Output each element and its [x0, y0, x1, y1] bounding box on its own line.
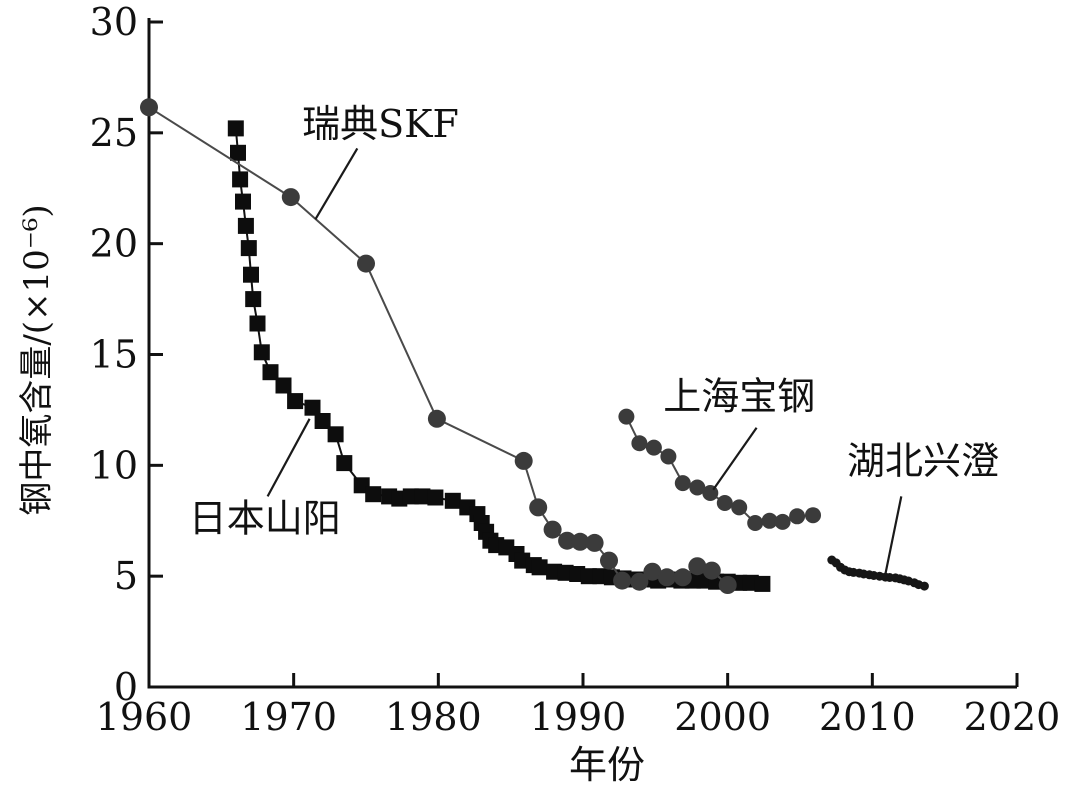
marker-square — [275, 377, 292, 394]
marker-circle — [543, 520, 562, 539]
marker-circle — [281, 188, 300, 207]
x-tick-label: 1980 — [385, 695, 482, 739]
marker-square — [414, 488, 431, 505]
marker-circle — [643, 562, 662, 581]
marker-circle — [558, 531, 577, 550]
x-tick-label: 1960 — [96, 695, 193, 739]
marker-circle — [919, 581, 929, 591]
marker-circle — [631, 435, 648, 452]
marker-circle — [571, 532, 590, 551]
y-tick-label: 25 — [90, 111, 138, 155]
marker-circle — [600, 551, 618, 570]
marker-square — [227, 120, 244, 137]
marker-square — [336, 455, 353, 472]
marker-square — [243, 266, 259, 283]
marker-circle — [718, 576, 737, 594]
marker-circle — [716, 495, 733, 511]
annotation-label-sweden-skf: 瑞典SKF — [302, 102, 459, 146]
annotation-sweden-skf: 瑞典SKF — [302, 102, 459, 220]
leader-line-japan-sanyo — [266, 418, 311, 497]
annotation-label-shanghai-baosteel: 上海宝钢 — [663, 375, 815, 419]
marker-circle — [613, 571, 632, 590]
x-tick-label: 2020 — [964, 695, 1061, 739]
marker-circle — [702, 561, 721, 580]
annotation-label-japan-sanyo: 日本山阳 — [189, 497, 341, 541]
marker-square — [314, 413, 331, 429]
marker-square — [253, 344, 270, 361]
axes-frame — [147, 18, 1017, 689]
marker-circle — [674, 475, 691, 492]
marker-circle — [514, 451, 533, 470]
marker-circle — [357, 254, 375, 273]
marker-circle — [789, 508, 806, 525]
marker-circle — [585, 533, 604, 552]
marker-square — [287, 393, 304, 410]
x-tick-label: 2000 — [674, 695, 771, 739]
marker-square — [531, 559, 548, 576]
marker-square — [235, 193, 251, 210]
marker-square — [237, 217, 254, 234]
x-tick-label: 1990 — [530, 695, 627, 739]
marker-square — [754, 575, 771, 592]
marker-circle — [660, 448, 677, 465]
marker-circle — [673, 568, 692, 587]
marker-circle — [427, 409, 446, 428]
marker-square — [230, 144, 246, 161]
series-hubei-xingcheng — [827, 555, 929, 591]
annotation-hubei-xingcheng: 湖北兴澄 — [847, 439, 999, 575]
y-tick-label: 0 — [114, 665, 138, 709]
marker-square — [327, 426, 344, 443]
annotation-shanghai-baosteel: 上海宝钢 — [663, 375, 815, 491]
marker-circle — [140, 98, 158, 117]
y-tick-label: 10 — [90, 443, 138, 487]
marker-square — [365, 486, 382, 503]
marker-square — [240, 240, 257, 257]
x-axis-title: 年份 — [569, 743, 645, 787]
y-tick-label: 15 — [90, 333, 138, 377]
marker-square — [249, 315, 266, 332]
y-tick-label: 30 — [90, 0, 138, 44]
x-tick-label: 1970 — [240, 695, 337, 739]
marker-square — [232, 171, 249, 188]
marker-circle — [731, 499, 748, 516]
x-tick-label: 2010 — [819, 695, 916, 739]
marker-circle — [774, 513, 791, 530]
marker-square — [262, 364, 279, 381]
marker-circle — [630, 572, 649, 591]
marker-circle — [805, 507, 821, 524]
marker-circle — [618, 408, 635, 425]
y-tick-label: 5 — [114, 554, 138, 598]
marker-square — [427, 489, 444, 506]
marker-square — [245, 291, 262, 308]
marker-circle — [688, 557, 707, 576]
marker-circle — [645, 439, 662, 456]
marker-square — [304, 399, 321, 416]
marker-circle — [657, 568, 676, 587]
marker-circle — [747, 515, 764, 531]
y-tick-label: 20 — [90, 222, 138, 266]
leader-line-sweden-skf — [314, 147, 359, 220]
marker-circle — [529, 498, 548, 517]
marker-square — [444, 492, 461, 509]
annotation-japan-sanyo: 日本山阳 — [189, 418, 341, 541]
leader-line-hubei-xingcheng — [884, 496, 903, 575]
leader-line-shanghai-baosteel — [712, 427, 758, 491]
marker-circle — [689, 479, 706, 496]
annotation-label-hubei-xingcheng: 湖北兴澄 — [847, 439, 999, 483]
series-sweden-skf — [140, 98, 737, 594]
series-shanghai-baosteel — [618, 408, 821, 531]
y-axis-title: 钢中氧含量/(×10⁻⁶) — [17, 204, 57, 515]
marker-circle — [761, 512, 778, 529]
